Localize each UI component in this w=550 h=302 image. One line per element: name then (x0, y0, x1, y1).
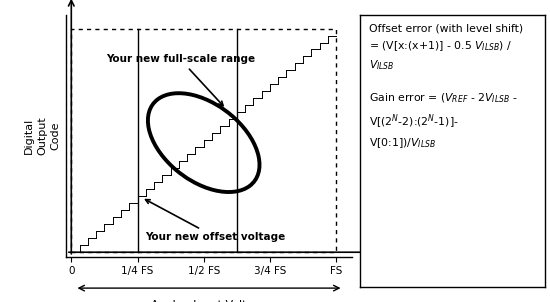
Text: Analog Input Voltage: Analog Input Voltage (151, 300, 267, 302)
Text: Offset error (with level shift)
= (V[x:(x+1)] - 0.5 $V_{ILSB}$) /
$V_{ILSB}$

Ga: Offset error (with level shift) = (V[x:(… (370, 23, 524, 150)
Y-axis label: Digital
Output
Code: Digital Output Code (24, 117, 60, 155)
Text: Your new full-scale range: Your new full-scale range (106, 54, 255, 106)
Text: Your new offset voltage: Your new offset voltage (145, 200, 285, 242)
